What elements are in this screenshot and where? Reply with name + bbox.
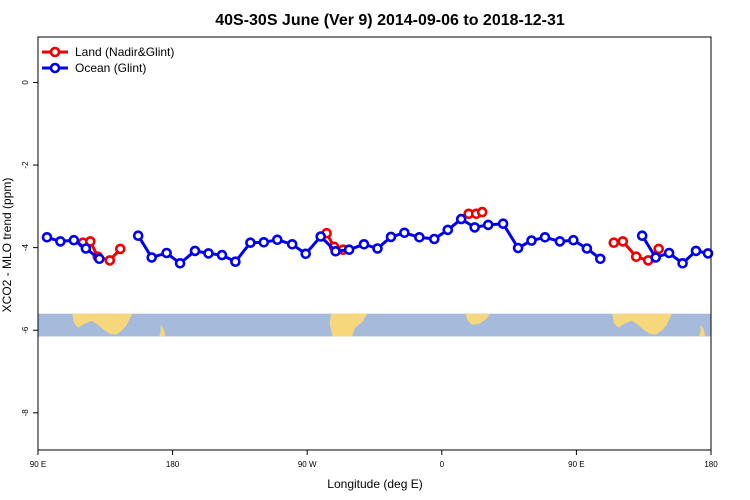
map-land-southern-africa <box>465 313 490 325</box>
map-land-south-america <box>329 313 368 337</box>
data-point <box>442 224 454 236</box>
data-point <box>690 245 702 257</box>
legend-label-land: Land (Nadir&Glint) <box>75 45 174 59</box>
data-point <box>372 243 383 254</box>
legend-marker-land <box>49 46 61 58</box>
data-point <box>358 239 370 250</box>
x-tick-label: 180 <box>704 460 718 469</box>
data-point <box>650 252 662 263</box>
y-tick-label: -6 <box>21 326 30 334</box>
legend-label-ocean: Ocean (Glint) <box>75 61 146 75</box>
data-point <box>581 243 593 254</box>
x-tick-label: 90 E <box>568 460 584 469</box>
x-tick-label: 180 <box>166 460 180 469</box>
data-point <box>115 243 126 255</box>
data-point <box>216 249 228 261</box>
y-axis-label: XCO2 - MLO trend (ppm) <box>0 178 14 313</box>
data-point <box>663 247 675 259</box>
y-axis: 0 -2 -4 -6 -8 <box>21 80 38 417</box>
map-band <box>38 313 711 337</box>
x-tick-label: 90 E <box>30 460 46 469</box>
data-point <box>189 245 201 257</box>
data-point <box>300 248 312 260</box>
data-point <box>702 248 714 259</box>
data-point <box>414 232 425 243</box>
data-point <box>80 243 92 254</box>
map-ocean <box>38 313 711 337</box>
data-point <box>469 222 481 233</box>
map-land-new-zealand-east <box>699 324 706 337</box>
data-point <box>455 213 467 225</box>
y-tick-label: 0 <box>21 80 30 85</box>
data-point <box>630 251 642 263</box>
data-point <box>245 237 256 248</box>
legend: Land (Nadir&Glint) Ocean (Glint) <box>42 45 174 75</box>
y-tick-label: -2 <box>21 161 30 169</box>
data-point <box>482 219 494 231</box>
data-point <box>608 237 620 248</box>
legend-item-ocean: Ocean (Glint) <box>42 61 146 75</box>
x-axis-label: Longitude (deg E) <box>327 477 422 491</box>
data-point <box>85 236 96 247</box>
y-tick-label: -8 <box>21 409 30 417</box>
data-point <box>526 235 537 246</box>
data-point <box>568 234 579 246</box>
series-ocean <box>41 213 714 269</box>
chart-title: 40S-30S June (Ver 9) 2014-09-06 to 2018-… <box>215 12 565 29</box>
map-land-australia-east <box>612 313 673 335</box>
data-point <box>539 232 551 243</box>
data-point <box>203 248 214 259</box>
data-point <box>174 257 186 269</box>
y-tick-label: -4 <box>21 244 30 252</box>
data-point <box>230 256 241 268</box>
map-land-new-zealand-west <box>159 324 166 337</box>
data-point <box>512 242 524 254</box>
data-point <box>594 253 606 265</box>
legend-item-land: Land (Nadir&Glint) <box>42 45 174 59</box>
x-axis: 90 E 180 90 W 0 90 E 180 <box>30 450 718 469</box>
data-point <box>554 236 566 247</box>
legend-marker-ocean <box>49 62 61 74</box>
data-point <box>258 237 270 248</box>
data-point <box>104 255 116 266</box>
data-point <box>132 230 144 241</box>
data-point <box>636 230 648 241</box>
x-tick-label: 0 <box>440 460 445 469</box>
data-point <box>41 232 53 243</box>
map-land-australia-west <box>72 313 133 335</box>
data-point <box>617 236 629 247</box>
data-point <box>271 234 283 246</box>
data-point <box>55 236 66 247</box>
data-point <box>476 206 488 218</box>
data-point <box>653 243 665 255</box>
data-point <box>677 257 688 269</box>
series-line <box>136 217 602 265</box>
data-point <box>428 233 440 245</box>
data-point <box>161 247 172 259</box>
data-point <box>286 239 298 250</box>
data-point <box>146 252 157 263</box>
data-point <box>315 231 327 242</box>
data-point <box>330 246 341 257</box>
data-point <box>399 227 410 239</box>
data-point <box>497 218 509 229</box>
data-point <box>343 244 355 255</box>
data-point <box>385 231 397 243</box>
data-point <box>94 253 105 265</box>
data-point <box>68 234 80 246</box>
x-tick-label: 90 W <box>298 460 317 469</box>
plot-frame <box>37 36 712 451</box>
series-layer <box>41 206 714 269</box>
